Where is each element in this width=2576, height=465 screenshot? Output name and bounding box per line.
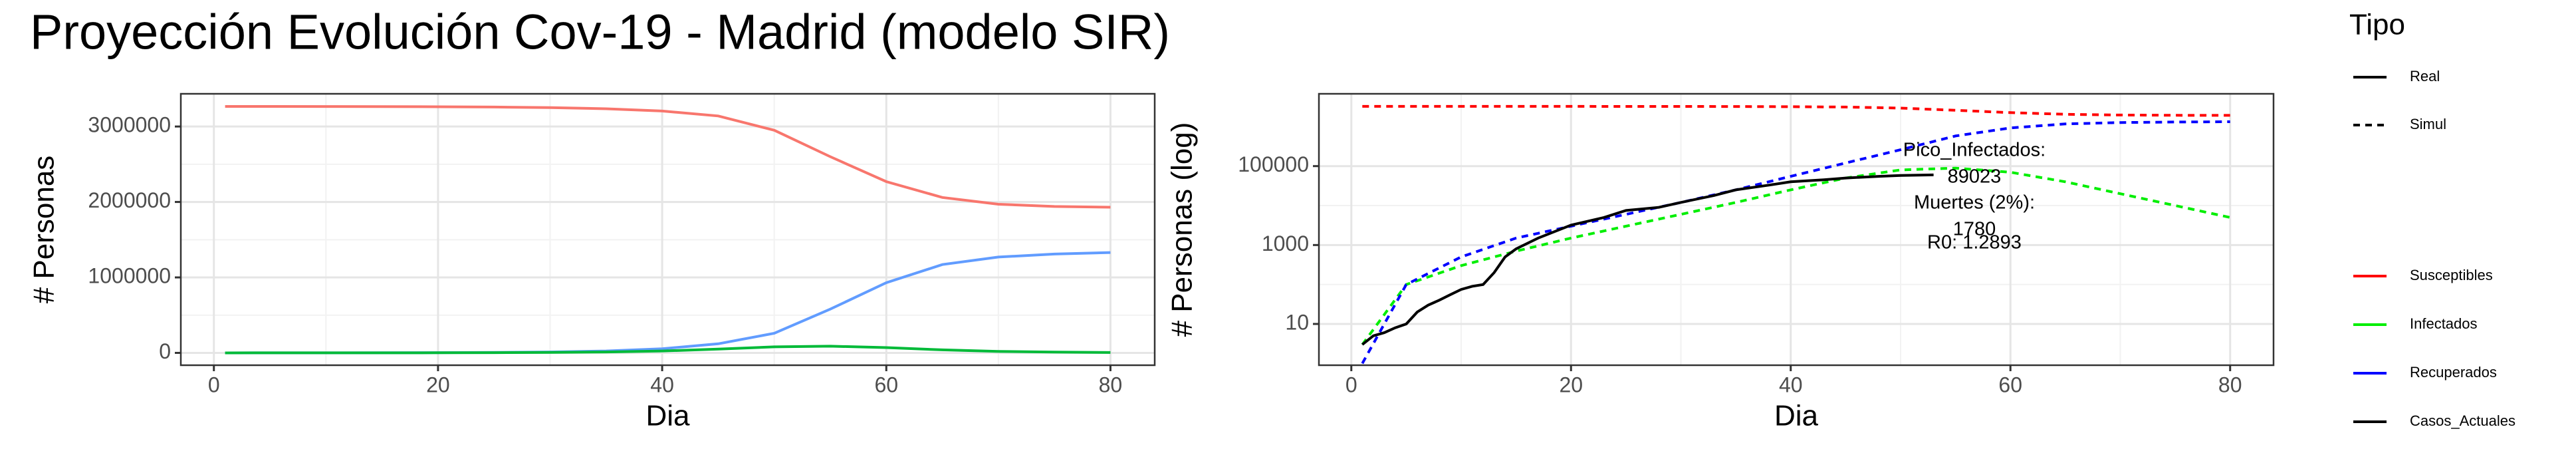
x-tick-label: 60 (874, 373, 898, 396)
annotation: 1780 (1953, 219, 1996, 240)
series-line (1361, 166, 2231, 346)
series-line (1362, 104, 2230, 117)
y-tick-label: 10 (1285, 310, 1309, 334)
legend-label: Simul (2410, 116, 2446, 132)
series-line (1361, 173, 1934, 346)
x-tick-label: 40 (650, 373, 674, 396)
y-axis-title: # Personas (log) (1166, 122, 1199, 337)
annotation: Muertes (2%): (1914, 192, 2035, 214)
series-line (225, 251, 1111, 355)
annotation: 89023 (1948, 166, 2002, 188)
x-tick-label: 40 (1779, 373, 1803, 396)
x-tick-label: 0 (208, 373, 220, 396)
y-axis-title: # Personas (28, 156, 60, 304)
plot-border (179, 92, 1156, 367)
x-axis-title: Dia (645, 400, 690, 432)
series-line (225, 345, 1111, 355)
x-tick-label: 80 (2218, 373, 2242, 396)
x-tick-label: 0 (1346, 373, 1357, 396)
y-tick-label: 1000 (1262, 232, 1309, 255)
x-tick-label: 20 (1559, 373, 1583, 396)
figure-title: Proyección Evolución Cov-19 - Madrid (mo… (30, 5, 1170, 60)
annotation: Pico_Infectados: (1903, 140, 2046, 161)
y-tick-label: 1000000 (88, 263, 171, 287)
y-tick-label: 3000000 (88, 113, 171, 137)
legend-title: Tipo (2349, 9, 2405, 41)
series-line (225, 105, 1111, 209)
y-tick-label: 100000 (1238, 152, 1309, 176)
plot-border (1318, 92, 2275, 367)
x-tick-label: 20 (426, 373, 450, 396)
legend-label: Casos_Actuales (2410, 412, 2516, 429)
legend-label: Recuperados (2410, 364, 2497, 381)
legend-label: Infectados (2410, 315, 2478, 332)
series-line (1361, 120, 2230, 365)
legend-label: Real (2410, 68, 2440, 84)
x-axis-title: Dia (1774, 400, 1819, 432)
legend-label: Susceptibles (2410, 267, 2493, 283)
x-tick-label: 60 (1998, 373, 2022, 396)
y-tick-label: 0 (159, 339, 171, 363)
annotation: R0: 1.2893 (1927, 232, 2022, 253)
y-tick-label: 2000000 (88, 188, 171, 212)
x-tick-label: 80 (1099, 373, 1123, 396)
